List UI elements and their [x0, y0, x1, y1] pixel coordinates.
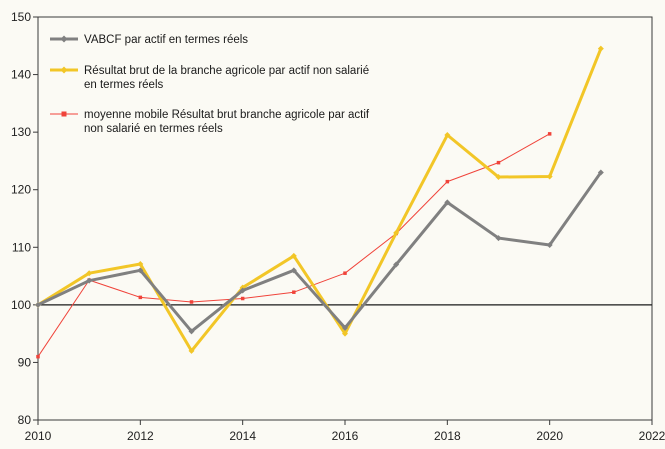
data-point — [343, 271, 347, 275]
data-point — [35, 301, 41, 308]
data-point — [495, 174, 502, 181]
y-tick-label: 140 — [11, 68, 31, 82]
y-tick-label: 130 — [11, 125, 31, 139]
data-point — [137, 260, 144, 267]
y-tick-label: 120 — [11, 183, 31, 197]
data-point — [546, 173, 553, 180]
data-point — [36, 354, 40, 359]
data-point — [393, 229, 400, 236]
data-point — [597, 169, 604, 176]
x-tick-label: 2010 — [25, 429, 52, 443]
series-0 — [35, 169, 604, 335]
data-point — [445, 179, 450, 184]
data-point — [597, 45, 604, 52]
data-point — [547, 132, 552, 136]
series-line — [37, 48, 603, 353]
data-point — [342, 330, 348, 337]
y-tick-label: 80 — [18, 413, 32, 427]
legend-label-line: Résultat brut de la branche agricole par… — [84, 65, 369, 77]
data-point — [86, 277, 93, 284]
data-point — [495, 235, 502, 242]
x-tick-label: 2018 — [434, 429, 461, 443]
data-point — [189, 300, 194, 304]
y-tick-label: 150 — [11, 10, 31, 24]
x-tick-label: 2020 — [536, 429, 563, 443]
series-line — [37, 171, 603, 333]
x-tick-label: 2014 — [229, 429, 256, 443]
legend-label-line: VABCF par actif en termes réels — [84, 34, 248, 46]
legend-entry-1: Résultat brut de la branche agricole par… — [50, 65, 369, 91]
legend-swatch-marker — [60, 66, 68, 74]
legend-swatch-marker — [60, 35, 68, 43]
plot-area — [37, 16, 653, 421]
legend-swatch-marker — [61, 111, 67, 117]
y-tick-label: 90 — [18, 355, 32, 369]
data-point — [393, 261, 400, 268]
x-tick-label: 2012 — [127, 429, 154, 443]
legend-label-line: moyenne mobile Résultat brut branche agr… — [84, 109, 370, 121]
x-tick-label: 2022 — [639, 429, 665, 443]
y-tick-label: 100 — [11, 298, 31, 312]
data-point — [444, 132, 451, 139]
data-point — [496, 160, 501, 165]
data-point — [444, 199, 451, 206]
data-point — [239, 287, 246, 294]
y-tick-label: 110 — [12, 240, 31, 254]
x-tick-label: 2016 — [332, 429, 359, 443]
legend-entry-2: moyenne mobile Résultat brut branche agr… — [50, 109, 370, 135]
data-point — [342, 324, 348, 331]
data-point — [290, 267, 297, 274]
data-point — [290, 252, 297, 259]
data-point — [138, 295, 143, 300]
data-point — [240, 296, 245, 301]
legend-label: moyenne mobile Résultat brut branche agr… — [84, 109, 370, 135]
data-point — [188, 347, 195, 354]
legend-label-line: en termes réels — [84, 79, 164, 91]
legend-label-line: non salarié en termes réels — [84, 123, 223, 135]
data-point — [86, 270, 93, 277]
legend-label: Résultat brut de la branche agricole par… — [84, 65, 369, 91]
legend-label: VABCF par actif en termes réels — [84, 34, 248, 46]
data-point — [137, 267, 144, 274]
legend-entry-0: VABCF par actif en termes réels — [50, 34, 248, 46]
data-point — [292, 290, 296, 294]
data-point — [546, 241, 553, 248]
data-point — [188, 328, 195, 335]
